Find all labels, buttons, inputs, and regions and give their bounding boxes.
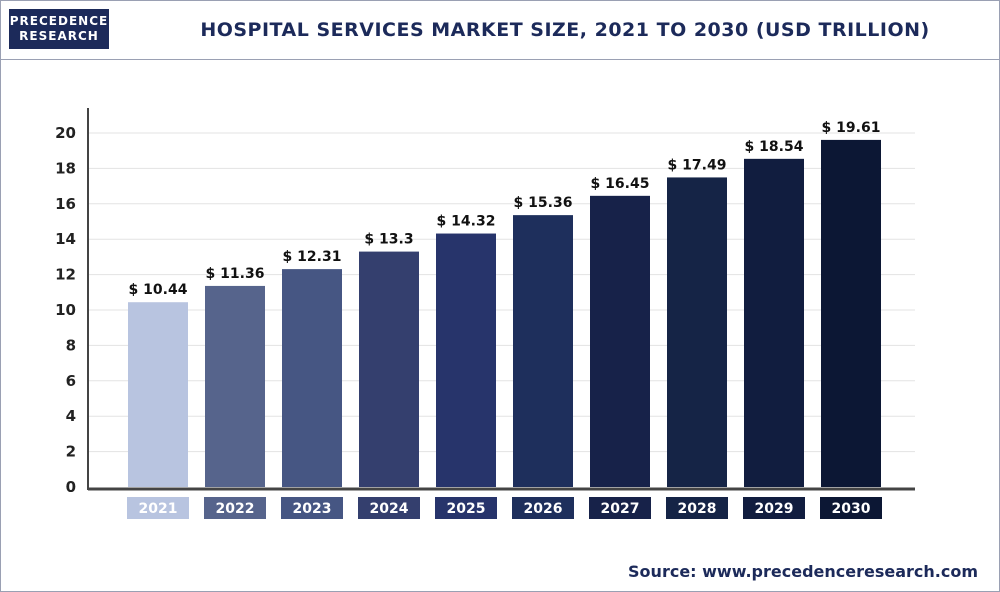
bar-2030 [821, 139, 881, 487]
x-tick-label: 2028 [678, 501, 717, 517]
bar-2024 [359, 251, 419, 487]
bars [128, 139, 881, 488]
data-labels: $ 10.44 $ 11.36 $ 12.31 $ 13.3 $ 14.32 $ 15.3… [129, 120, 881, 298]
logo-line-2: RESEARCH [19, 29, 99, 43]
y-tick-label: 0 [66, 478, 76, 496]
x-tick-box [281, 497, 343, 519]
bar-2029 [744, 158, 804, 487]
x-tick-2028: 2028 [666, 497, 728, 519]
y-tick-label: 12 [55, 266, 76, 284]
chart-title: HOSPITAL SERVICES MARKET SIZE, 2021 TO 2… [200, 19, 930, 41]
x-tick-box [743, 497, 805, 519]
data-label-2025: $ 14.32 [437, 214, 496, 230]
x-tick-label: 2022 [216, 501, 255, 517]
bar-2027 [590, 195, 650, 487]
x-tick-label: 2030 [832, 501, 871, 517]
y-axis-ticks: 0 2 4 6 8 10 12 14 16 18 20 [55, 124, 76, 496]
x-tick-box [512, 497, 574, 519]
x-tick-label: 2025 [447, 501, 486, 517]
header: PRECEDENCE RESEARCH HOSPITAL SERVICES MA… [1, 1, 999, 60]
data-label-2027: $ 16.45 [591, 176, 650, 192]
data-label-2026: $ 15.36 [514, 195, 573, 211]
data-label-2024: $ 13.3 [364, 232, 413, 248]
x-tick-label: 2026 [524, 501, 563, 517]
y-tick-label: 2 [66, 443, 76, 461]
y-tick-label: 6 [66, 372, 76, 390]
bar-2026 [513, 215, 573, 488]
x-tick-2021: 2021 [127, 497, 189, 519]
x-tick-label: 2024 [370, 501, 409, 517]
x-tick-label: 2027 [601, 501, 640, 517]
x-tick-2023: 2023 [281, 497, 343, 519]
x-tick-label: 2029 [755, 501, 794, 517]
x-tick-2024: 2024 [358, 497, 420, 519]
x-tick-label: 2023 [293, 501, 332, 517]
x-tick-box [358, 497, 420, 519]
source-note: Source: www.precedenceresearch.com [628, 562, 978, 581]
chart-area: 0 2 4 6 8 10 12 14 16 18 20 $ 10.44 $ 11.36 $ 12.31 $… [0, 60, 1000, 550]
x-tick-box [820, 497, 882, 519]
data-label-2023: $ 12.31 [283, 249, 342, 265]
y-tick-label: 14 [55, 230, 76, 248]
bar-2025 [436, 233, 496, 487]
x-tick-2025: 2025 [435, 497, 497, 519]
bar-2023 [282, 269, 342, 487]
x-tick-2027: 2027 [589, 497, 651, 519]
x-tick-label: 2021 [139, 501, 178, 517]
bar-2028 [667, 177, 727, 487]
x-tick-2026: 2026 [512, 497, 574, 519]
bar-2022 [205, 285, 265, 487]
x-tick-2022: 2022 [204, 497, 266, 519]
x-tick-box [435, 497, 497, 519]
data-label-2030: $ 19.61 [822, 120, 881, 136]
data-label-2021: $ 10.44 [129, 282, 188, 298]
x-tick-box [589, 497, 651, 519]
precedence-research-logo: PRECEDENCE RESEARCH [9, 9, 109, 49]
y-tick-label: 18 [55, 159, 76, 177]
x-tick-2029: 2029 [743, 497, 805, 519]
x-tick-2030: 2030 [820, 497, 882, 519]
y-tick-label: 10 [55, 301, 76, 319]
y-tick-label: 20 [55, 124, 76, 142]
logo-line-1: PRECEDENCE [9, 14, 109, 28]
data-label-2022: $ 11.36 [206, 266, 265, 282]
data-label-2028: $ 17.49 [668, 157, 727, 173]
x-axis-ticks: 2021 2022 2023 2024 2025 2026 2027 2028 2029 2030 [127, 497, 882, 519]
x-tick-box [666, 497, 728, 519]
y-tick-label: 4 [66, 407, 76, 425]
y-tick-label: 16 [55, 195, 76, 213]
bar-2021 [128, 302, 188, 487]
x-tick-box [127, 497, 189, 519]
x-tick-box [204, 497, 266, 519]
data-label-2029: $ 18.54 [745, 139, 804, 155]
y-tick-label: 8 [66, 336, 76, 354]
